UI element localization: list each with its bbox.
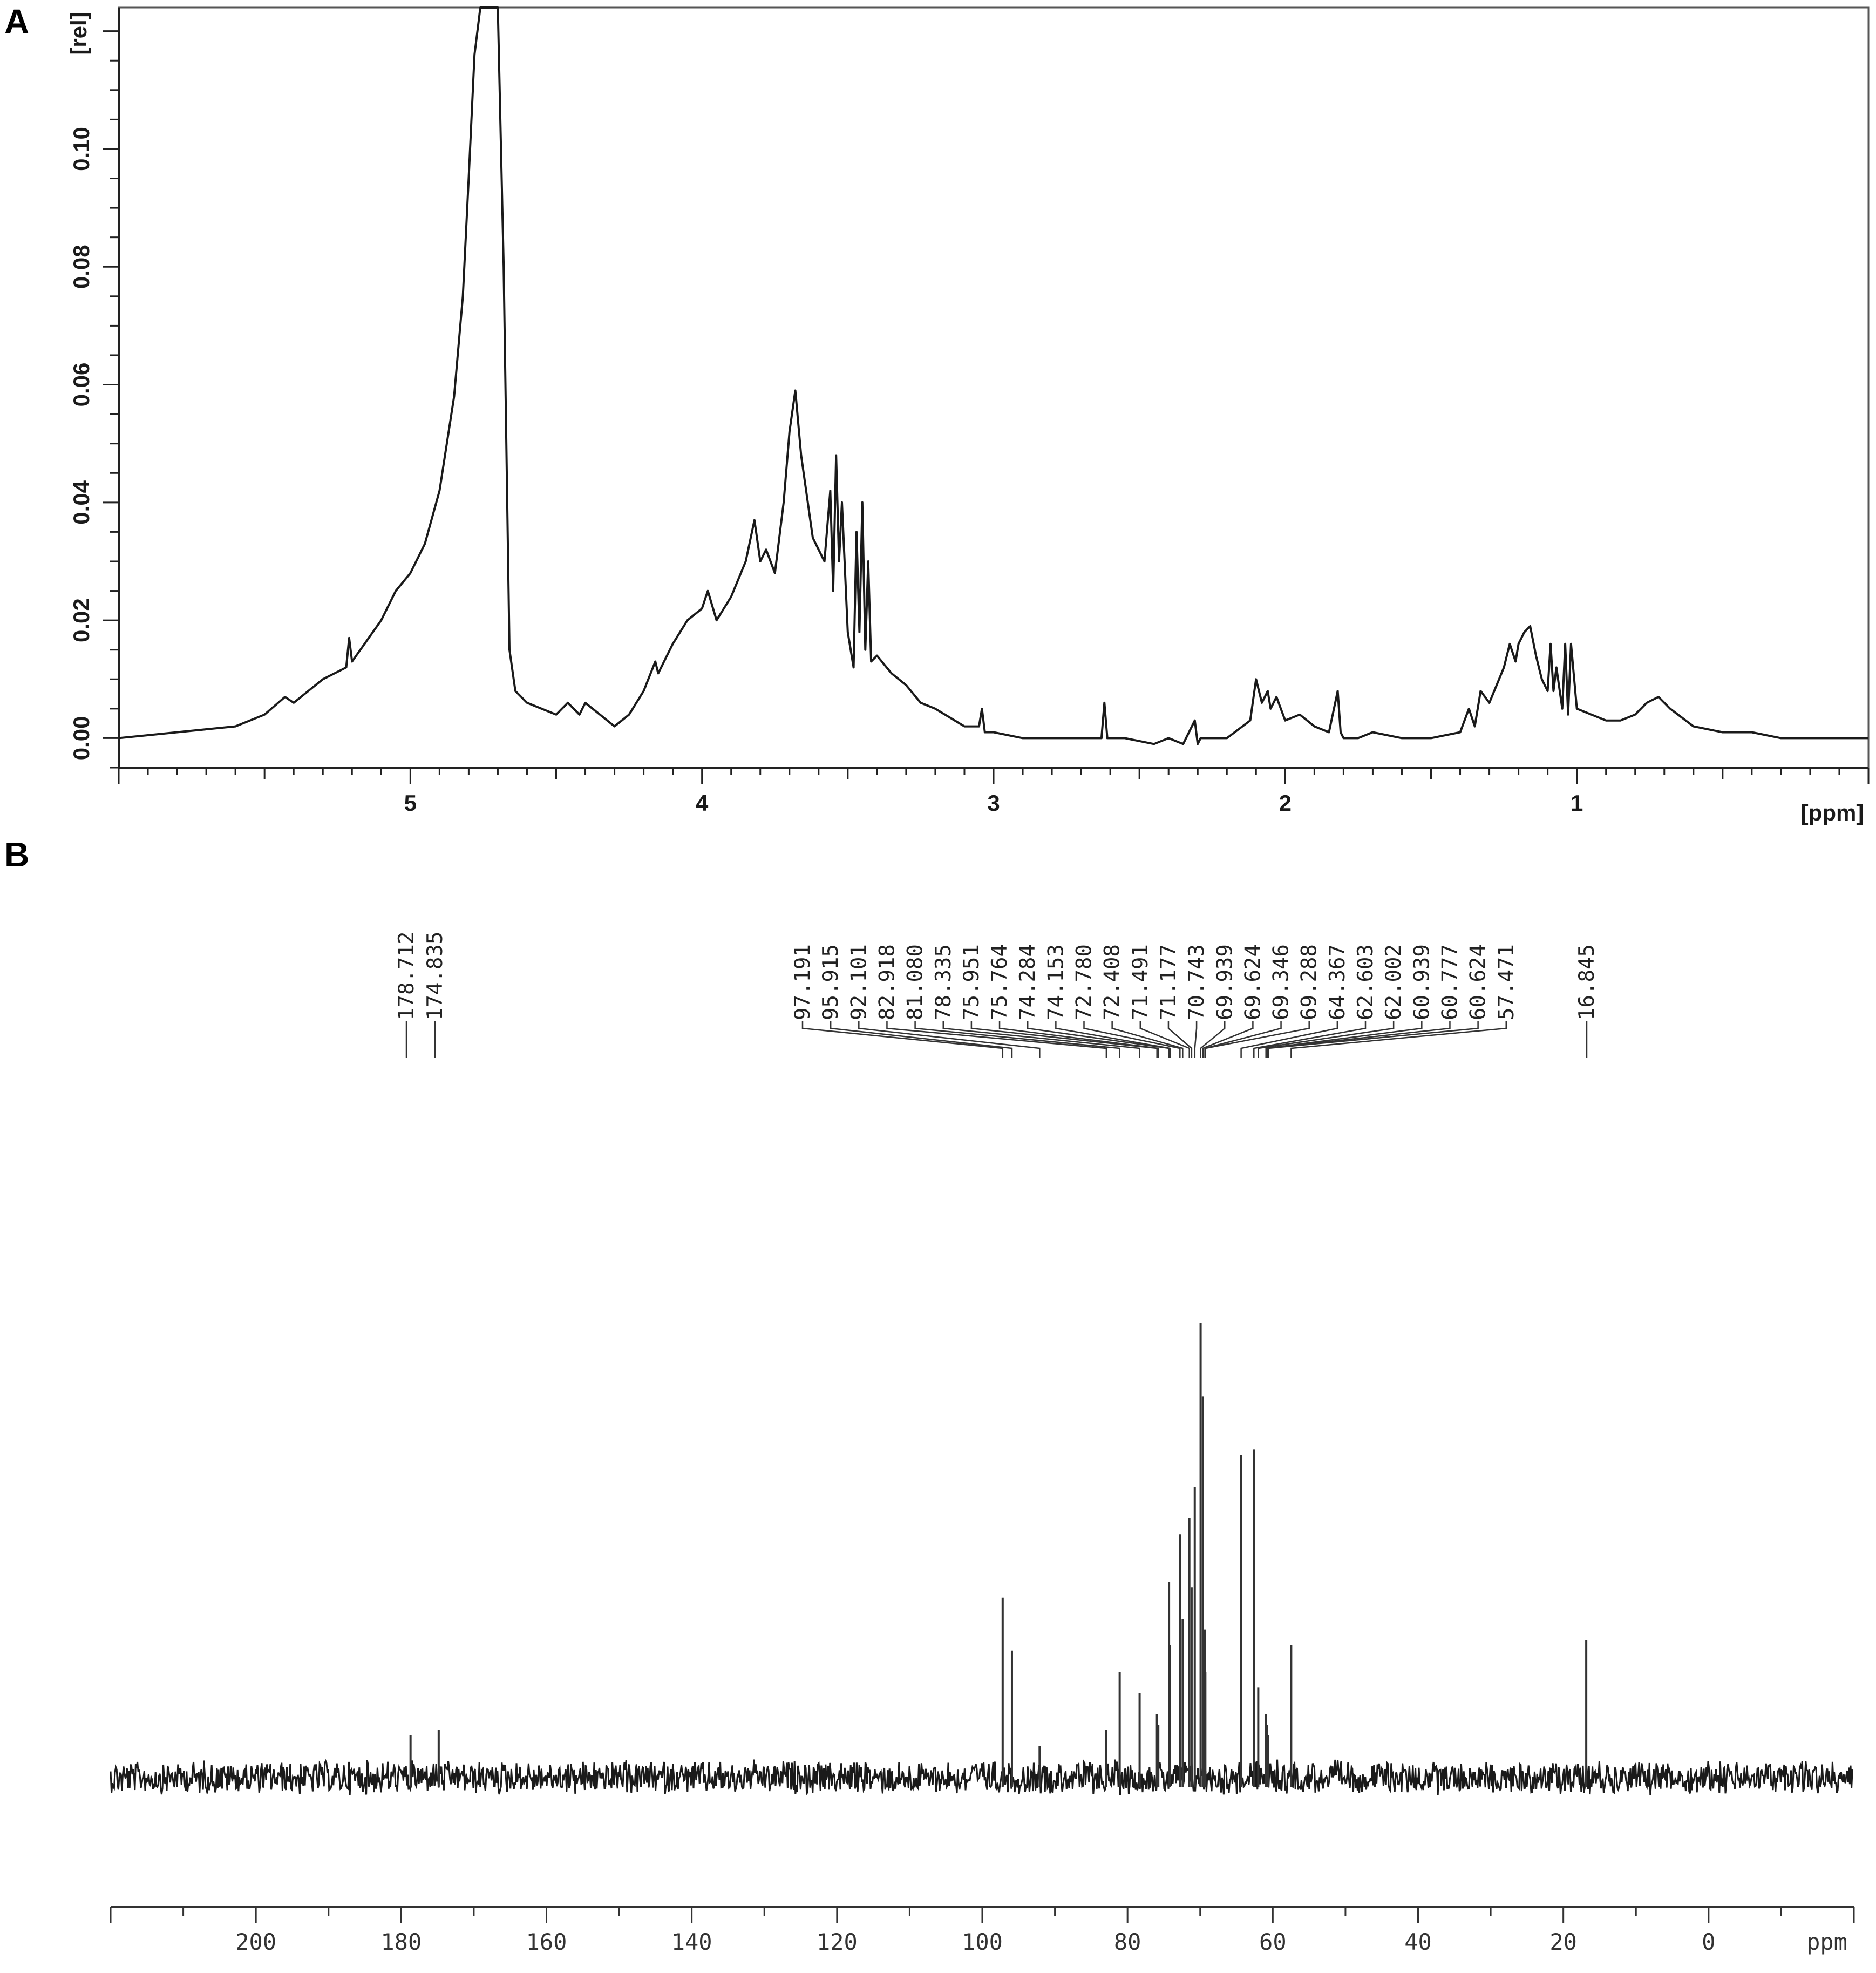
peak-label: 71.177 [1157,944,1181,1020]
x-tick-label: 60 [1259,1929,1287,1955]
peak-label: 78.335 [932,944,956,1020]
panel-b-letter: B [4,835,29,874]
peak-leader-line [801,1021,1004,1058]
peak-label: 97.191 [791,944,815,1020]
x-tick-label: 2 [1279,790,1292,816]
peak-leader-line [1027,1021,1170,1058]
peak-leader-line [1139,1021,1190,1058]
peak-leader-line [1205,1021,1310,1058]
peak-label: 64.367 [1326,944,1350,1020]
panel-a-spectrum-line [118,6,1868,745]
peak-label: 60.624 [1466,944,1491,1020]
peak-label: 69.288 [1297,944,1322,1020]
x-tick-label: 120 [817,1929,858,1955]
panel-a-x-axis-label: [ppm] [1801,800,1864,825]
peak-leader-line [1055,1021,1171,1058]
x-tick-label: 4 [696,790,709,816]
panel-a-y-axis-label: [rel] [66,12,91,55]
peak-label: 69.346 [1269,944,1294,1020]
peak-leader-line [942,1021,1140,1058]
peak-label: 75.951 [960,944,984,1020]
peak-leader-line [1167,1021,1193,1058]
peak-leader-line [1202,1021,1254,1058]
peak-label: 92.101 [847,944,871,1020]
peak-label: 72.408 [1100,944,1125,1020]
peak-leader-line [1253,1021,1367,1058]
peak-leader-line [1266,1021,1451,1058]
peak-label: 72.780 [1072,944,1097,1020]
peak-leader-line [858,1021,1041,1058]
peak-label: 70.743 [1185,944,1209,1020]
peak-label: 57.471 [1494,944,1519,1020]
peak-leader-line [886,1021,1107,1058]
peak-leader-line [1265,1021,1423,1058]
y-tick-label: 0.06 [69,363,94,407]
peak-label: 75.764 [988,944,1012,1020]
peak-leader-line [830,1021,1013,1058]
peak-leader-line [970,1021,1158,1058]
peak-label: 60.777 [1438,944,1462,1020]
x-tick-label: 200 [235,1929,276,1955]
peak-label: 174.835 [423,932,447,1020]
peak-label: 82.918 [875,944,899,1020]
peak-leader-line [1258,1021,1395,1058]
x-tick-label: 20 [1549,1929,1577,1955]
panel-a-letter: A [4,2,29,41]
x-tick-label: 160 [526,1929,567,1955]
peak-label: 69.939 [1213,944,1237,1020]
peak-leader-line [1194,1021,1198,1058]
peak-label: 69.624 [1241,944,1265,1020]
y-tick-label: 0.00 [69,716,94,761]
peak-label: 74.153 [1044,944,1068,1020]
peak-label: 62.603 [1354,944,1378,1020]
panel-b-peak-labels: 178.712 174.835 97.191 95.915 92.101 82.918 81… [395,932,1599,1020]
x-tick-label: 140 [671,1929,712,1955]
peak-label: 95.915 [819,944,843,1020]
panel-b-spectrum-baseline [110,1759,1854,1796]
y-tick-label: 0.08 [69,245,94,289]
y-tick-label: 0.02 [69,598,94,642]
peak-label: 74.284 [1016,944,1040,1020]
peak-leader-line [1111,1021,1184,1058]
panel-a-y-ticks: 0.00 0.02 0.04 0.06 0.08 0.10 [69,30,119,769]
peak-label: 81.080 [903,944,928,1020]
peak-leader-line [914,1021,1120,1058]
peak-leader-line [1290,1021,1507,1058]
y-tick-label: 0.10 [69,127,94,171]
peak-label: 178.712 [395,932,419,1020]
x-tick-label: 0 [1702,1929,1715,1955]
peak-label: 60.939 [1410,944,1434,1020]
panel-b-peak-lines [409,1323,1588,1787]
panel-a-hnmr: A 5 4 3 2 1 0.00 0.02 0.04 0.06 0.08 0.10 [ppm] [… [4,2,1870,825]
x-tick-label: 1 [1571,790,1583,816]
x-tick-label: 80 [1114,1929,1141,1955]
panel-b-x-ticks: 200 180 160 140 120 100 80 60 40 20 0 [110,1907,1855,1955]
panel-a-x-ticks: 5 4 3 2 1 [118,768,1870,816]
peak-leader-line [998,1021,1159,1058]
y-tick-label: 0.04 [69,480,94,524]
panel-b-peak-leaders [405,1021,1588,1058]
peak-leader-line [1083,1021,1181,1058]
peak-leader-line [1267,1021,1479,1058]
x-tick-label: 5 [404,790,417,816]
panel-b-x-axis-label: ppm [1806,1929,1847,1955]
peak-label: 71.491 [1129,944,1153,1020]
x-tick-label: 180 [380,1929,422,1955]
peak-label: 62.002 [1382,944,1406,1020]
x-tick-label: 3 [987,790,1000,816]
peak-label: 16.845 [1575,944,1599,1020]
peak-leader-line [1200,1021,1226,1058]
x-tick-label: 40 [1404,1929,1432,1955]
panel-b-cnmr: B 178.712 174.835 97.191 95.915 92.101 82.918… [4,835,1855,1955]
x-tick-label: 100 [962,1929,1003,1955]
peak-leader-line [1240,1021,1338,1058]
